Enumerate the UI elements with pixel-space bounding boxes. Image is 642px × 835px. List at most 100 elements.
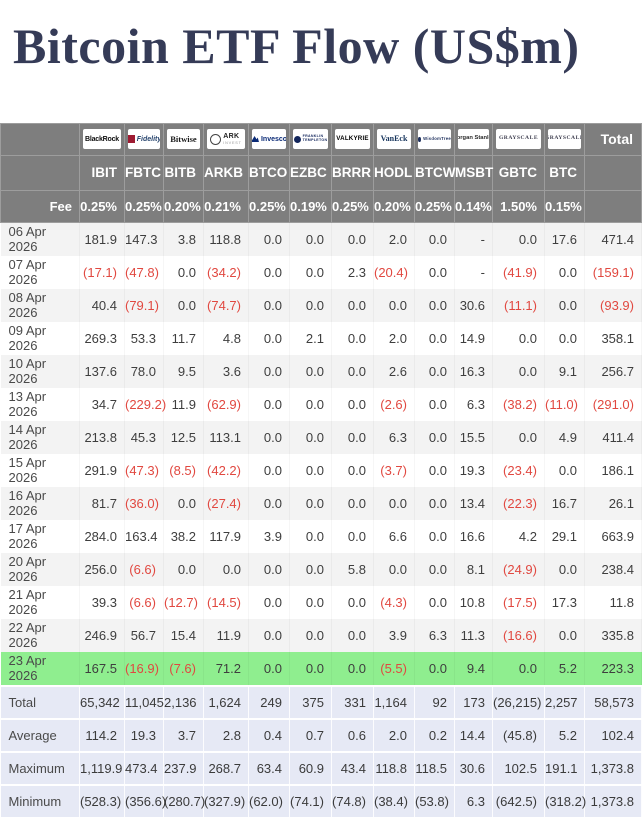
value-cell: 147.3	[125, 222, 164, 256]
value-cell: 0.0	[332, 454, 374, 487]
table-row: 16 Apr 2026 81.7 (36.0) 0.0 (27.4) 0.0 0.0 0.0 0…	[0, 486, 642, 520]
value-cell: 0.0	[249, 289, 290, 322]
value-cell: 56.7	[125, 619, 164, 652]
table-row: 06 Apr 2026 181.9 147.3 3.8 118.8 0.0 0.0 0.0 2.…	[0, 222, 642, 256]
value-cell: 0.0	[415, 355, 455, 388]
value-cell: 0.0	[493, 322, 545, 355]
fee-BITB: 0.20%	[163, 189, 204, 223]
value-cell: 0.0	[332, 586, 374, 619]
date-cell: 09 Apr 2026	[1, 322, 80, 355]
row-total-cell: 223.3	[585, 652, 642, 686]
wisdomtree-logo: WisdomTree	[418, 129, 451, 149]
value-cell: 117.9	[204, 520, 249, 553]
fee-BTCW: 0.25%	[414, 189, 455, 223]
value-cell: 0.0	[249, 222, 290, 256]
fee-row: Fee 0.25% 0.25% 0.20% 0.21% 0.25% 0.19% 0.25% 0.…	[0, 189, 642, 223]
table-row: 17 Apr 2026 284.0 163.4 38.2 117.9 3.9 0.0 0.0 6…	[0, 519, 642, 553]
summary-value-cell: 2.8	[203, 717, 249, 752]
row-total-cell: 471.4	[585, 222, 642, 256]
summary-label: Maximum	[0, 750, 80, 785]
table-row: 21 Apr 2026 39.3 (6.6) (12.7) (14.5) 0.0 0.0 0.…	[0, 585, 642, 619]
ticker-ARKB: ARKB	[203, 154, 249, 191]
value-cell: 8.1	[455, 553, 493, 586]
value-cell: 15.5	[455, 421, 493, 454]
row-total-cell: 256.7	[585, 355, 642, 388]
value-cell: 0.0	[164, 553, 204, 586]
value-cell: 78.0	[125, 355, 164, 388]
value-cell: 0.0	[415, 322, 455, 355]
value-cell: 45.3	[125, 421, 164, 454]
date-cell: 08 Apr 2026	[1, 289, 80, 322]
table-row: 23 Apr 2026 167.5 (16.9) (7.6) 71.2 0.0 0.0 0.0…	[0, 651, 642, 686]
value-cell: 0.0	[249, 421, 290, 454]
ticker-BTC: BTC	[544, 154, 585, 191]
value-cell: 0.0	[249, 553, 290, 586]
grayscale-logo: GRAYSCALE	[496, 129, 541, 149]
value-cell: (6.6)	[125, 586, 164, 619]
date-cell: 17 Apr 2026	[1, 520, 80, 553]
summary-value-cell: (38.4)	[373, 783, 415, 817]
value-cell: 3.6	[204, 355, 249, 388]
table-row: 15 Apr 2026 291.9 (47.3) (8.5) (42.2) 0.0 0.0 0…	[0, 453, 642, 487]
value-cell: 0.0	[415, 454, 455, 487]
value-cell: 6.3	[415, 619, 455, 652]
fee-BRRR: 0.25%	[331, 189, 374, 223]
grayscale-logo: GRAYSCALE	[548, 129, 581, 149]
value-cell: 9.5	[164, 355, 204, 388]
value-cell: 16.3	[455, 355, 493, 388]
value-cell: 0.0	[249, 487, 290, 520]
value-cell: -	[455, 222, 493, 256]
value-cell: 167.5	[80, 652, 125, 686]
summary-value-cell: 60.9	[289, 750, 332, 785]
fee-HODL: 0.20%	[373, 189, 415, 223]
value-cell: 71.2	[204, 652, 249, 686]
value-cell: (62.9)	[204, 388, 249, 421]
fee-total-empty	[584, 189, 642, 223]
summary-value-cell: 237.9	[163, 750, 204, 785]
date-cell: 10 Apr 2026	[1, 355, 80, 388]
summary-value-cell: 118.5	[414, 750, 455, 785]
summary-row: Maximum 1,119.9 473.4 237.9 268.7 63.4 60.9 43.…	[0, 750, 642, 785]
value-cell: 0.0	[374, 553, 415, 586]
value-cell: (6.6)	[125, 553, 164, 586]
summary-value-cell: 1,164	[373, 684, 415, 719]
summary-value-cell: (528.3)	[79, 783, 125, 817]
value-cell: 0.0	[290, 289, 332, 322]
value-cell: (3.7)	[374, 454, 415, 487]
value-cell: 0.0	[332, 652, 374, 686]
summary-value-cell: 3.7	[163, 717, 204, 752]
value-cell: 6.3	[374, 421, 415, 454]
row-total-cell: 186.1	[585, 454, 642, 487]
value-cell: 0.0	[290, 388, 332, 421]
summary-value-cell: (327.9)	[203, 783, 249, 817]
row-total-cell: 663.9	[585, 520, 642, 553]
summary-value-cell: (642.5)	[492, 783, 545, 817]
value-cell: 10.8	[455, 586, 493, 619]
row-total-cell: 411.4	[585, 421, 642, 454]
value-cell: 256.0	[80, 553, 125, 586]
value-cell: 0.0	[415, 421, 455, 454]
date-cell: 15 Apr 2026	[1, 454, 80, 487]
table-row: 10 Apr 2026 137.6 78.0 9.5 3.6 0.0 0.0 0.0 2.6 0.…	[0, 354, 642, 388]
summary-value-cell: (74.8)	[331, 783, 374, 817]
summary-value-cell: 191.1	[544, 750, 585, 785]
vaneck-logo: VanEck	[377, 129, 411, 149]
value-cell: 0.0	[415, 222, 455, 256]
value-cell: 4.2	[493, 520, 545, 553]
summary-value-cell: 2.0	[373, 717, 415, 752]
summary-value-cell: (26,215)	[492, 684, 545, 719]
summary-value-cell: 0.4	[248, 717, 290, 752]
summary-value-cell: 19.3	[124, 717, 164, 752]
summary-value-cell: 5.2	[544, 717, 585, 752]
fee-BTCO: 0.25%	[248, 189, 290, 223]
ark-logo: ARK INVEST	[207, 129, 245, 149]
value-cell: 5.8	[332, 553, 374, 586]
value-cell: (42.2)	[204, 454, 249, 487]
fee-EZBC: 0.19%	[289, 189, 332, 223]
summary-value-cell: 331	[331, 684, 374, 719]
value-cell: 0.0	[164, 289, 204, 322]
summary-value-cell: 473.4	[124, 750, 164, 785]
value-cell: 0.0	[415, 256, 455, 289]
value-cell: 3.8	[164, 222, 204, 256]
